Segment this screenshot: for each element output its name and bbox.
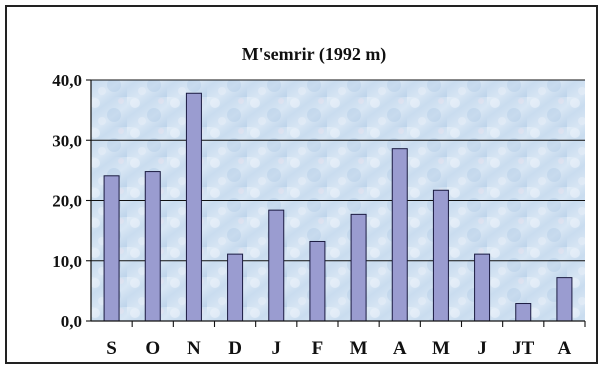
y-tick-label: 40,0	[52, 71, 82, 90]
x-category-label: M	[432, 338, 450, 359]
bar-chart: M'semrir (1992 m) 0,0 10,0 20,0 30,0 40,0 S O…	[52, 44, 586, 359]
x-category-label: O	[145, 338, 160, 359]
x-axis-ticks: S O N D J F M A M J JT A	[106, 321, 586, 359]
x-category-label: D	[228, 338, 242, 359]
chart-title: M'semrir (1992 m)	[242, 44, 387, 65]
y-tick-label: 10,0	[52, 252, 82, 271]
x-category-label: N	[187, 338, 201, 359]
y-tick-label: 0,0	[61, 312, 82, 331]
bar	[556, 277, 573, 322]
bar	[432, 189, 449, 322]
x-category-label: S	[106, 338, 117, 359]
x-category-label: F	[312, 338, 324, 359]
bar	[144, 171, 161, 322]
y-tick-label: 20,0	[52, 192, 82, 211]
bar	[350, 213, 367, 322]
x-category-label: A	[558, 338, 572, 359]
x-category-label: M	[350, 338, 368, 359]
bars	[103, 92, 573, 322]
x-category-label: J	[477, 338, 487, 359]
y-axis-ticks: 0,0 10,0 20,0 30,0 40,0	[52, 71, 91, 331]
bar	[309, 240, 326, 322]
bar	[515, 303, 532, 322]
x-category-label: A	[393, 338, 407, 359]
y-tick-label: 30,0	[52, 131, 82, 150]
bar	[227, 253, 244, 322]
x-category-label: J	[272, 338, 282, 359]
bar	[474, 253, 491, 322]
bar	[391, 148, 408, 322]
bar	[268, 209, 285, 322]
x-category-label: JT	[512, 338, 535, 359]
grid-lines	[91, 79, 585, 262]
chart-frame: M'semrir (1992 m) 0,0 10,0 20,0 30,0 40,0 S O…	[5, 5, 598, 364]
bar	[185, 92, 202, 322]
bar	[103, 175, 120, 322]
